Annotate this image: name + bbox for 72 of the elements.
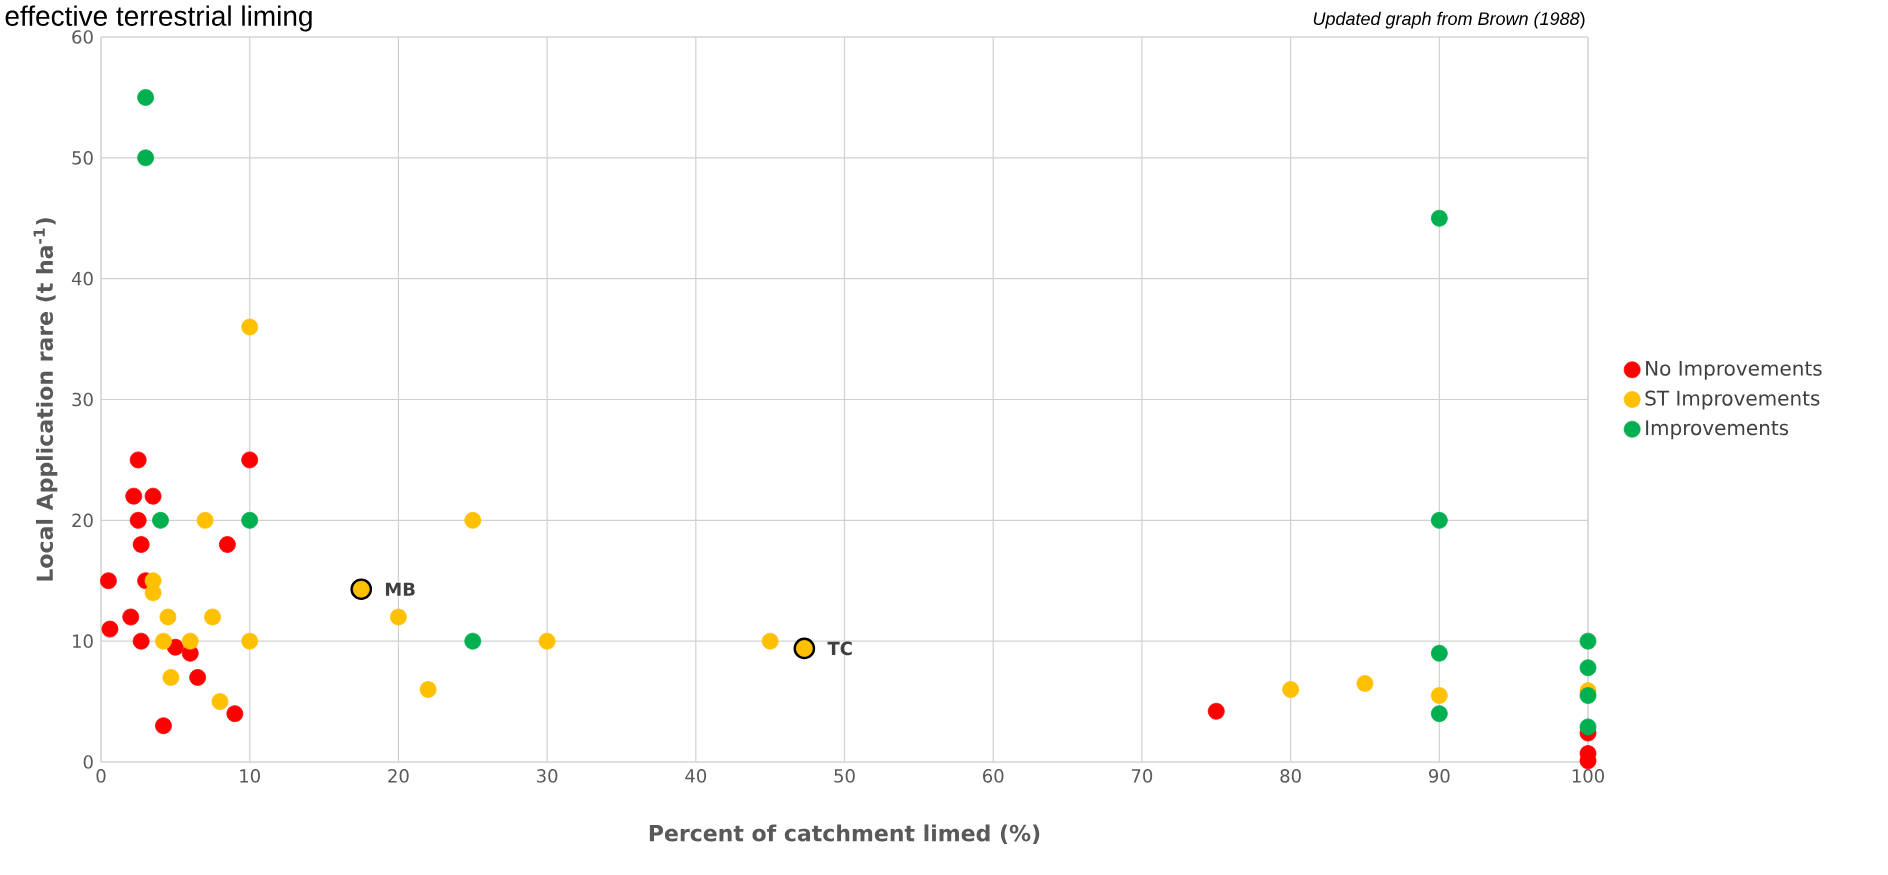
annotation: TC <box>827 641 852 656</box>
y-tick-label: 60 <box>72 30 93 44</box>
legend-label: No Improvements <box>1646 361 1822 380</box>
point <box>1430 209 1448 227</box>
point <box>219 536 236 553</box>
point <box>1579 659 1597 677</box>
point <box>129 451 147 469</box>
point <box>196 511 214 529</box>
y-tick-label: 30 <box>72 392 93 407</box>
x-tick-label: 90 <box>1428 769 1450 783</box>
point <box>162 669 180 686</box>
point <box>464 632 482 650</box>
point <box>155 632 172 650</box>
point <box>538 632 556 650</box>
point <box>122 608 140 626</box>
y-tick-label: 50 <box>72 151 93 165</box>
point <box>100 572 117 590</box>
point <box>241 632 259 650</box>
point <box>1579 687 1597 704</box>
point <box>137 89 155 106</box>
point <box>1579 632 1597 650</box>
point <box>419 681 437 698</box>
point <box>1430 511 1448 529</box>
point <box>125 487 143 505</box>
point <box>464 511 482 529</box>
y-tick-label: 40 <box>71 271 93 286</box>
point <box>1282 681 1300 698</box>
annotation: MB <box>385 582 415 596</box>
point <box>155 717 172 735</box>
legend-label: Improvements <box>1646 420 1789 440</box>
point <box>1430 705 1448 723</box>
point <box>144 487 162 505</box>
legend-label: ST Improvements <box>1645 390 1820 410</box>
point <box>1207 702 1225 720</box>
point <box>132 632 150 650</box>
point <box>226 705 244 723</box>
point <box>761 632 779 650</box>
x-tick-label: 70 <box>1131 769 1153 783</box>
x-tick-label: 20 <box>388 769 409 783</box>
point <box>132 536 150 553</box>
x-tick-label: 100 <box>1572 769 1604 783</box>
point <box>129 511 147 529</box>
x-tick-label: 60 <box>983 769 1004 783</box>
point <box>152 511 169 529</box>
point <box>1430 644 1448 662</box>
point <box>137 149 155 167</box>
point <box>204 608 221 626</box>
point <box>241 451 259 469</box>
point <box>1579 718 1597 736</box>
point <box>101 620 119 638</box>
point <box>159 608 177 626</box>
point <box>241 511 259 529</box>
y-tick-label: 20 <box>72 513 93 528</box>
x-tick-label: 30 <box>537 769 558 783</box>
y-tick-label: 10 <box>73 634 93 648</box>
point <box>189 669 207 686</box>
point <box>241 318 259 336</box>
x-tick-label: 50 <box>834 769 855 783</box>
point <box>211 693 229 710</box>
x-tick-label: 0 <box>96 769 106 783</box>
point <box>181 632 199 650</box>
point <box>144 584 162 602</box>
x-tick-label: 40 <box>685 769 707 783</box>
x-tick-label: 80 <box>1280 769 1301 783</box>
x-tick-label: 10 <box>240 769 260 783</box>
y-tick-label: 0 <box>83 755 93 769</box>
y-axis-title: Local Application rare (t ha$^{-1}$) <box>33 218 58 581</box>
x-axis-title: Percent of catchment limed (%) <box>649 824 1040 845</box>
text: Updated graph from Brown (1988) <box>1313 11 1585 29</box>
point <box>1430 687 1448 704</box>
point <box>1356 675 1374 692</box>
point <box>390 608 407 626</box>
